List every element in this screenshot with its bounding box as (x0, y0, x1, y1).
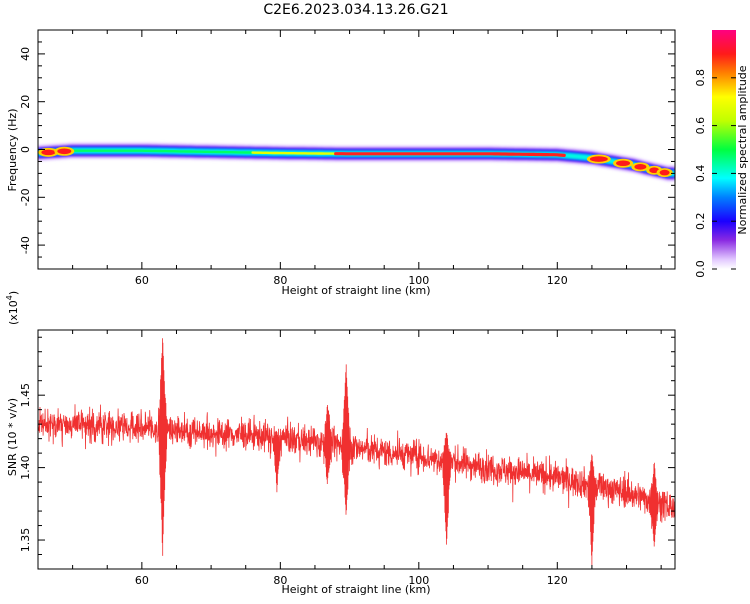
ridge-blob-1 (57, 148, 72, 155)
snr-series-line (38, 338, 675, 566)
colorbar: 0.0 0.2 0.4 0.6 0.8 Normalized spectral ampl… (694, 30, 749, 278)
figure-title: C2E6.2023.034.13.26.G21 (263, 2, 448, 18)
spectrogram-ytick-label: 20 (19, 95, 32, 109)
snr-scale-exponent: 4 (5, 295, 14, 300)
ridge-blob-2 (589, 156, 608, 162)
spectrogram-ticks: 60 80 100 120 -40 -20 0 20 40 (19, 29, 675, 287)
snr-ytick-label: 1.35 (19, 528, 32, 553)
ridge-core-2 (334, 152, 566, 157)
spectrogram-xtick-label: 120 (547, 274, 568, 287)
snr-ytick-label: 1.40 (19, 455, 32, 480)
snr-xtick-label: 100 (408, 574, 429, 587)
colorbar-label: Normalized spectral amplitude (736, 65, 749, 234)
spectrogram-xtick-label: 60 (135, 274, 149, 287)
ridge-core-0 (57, 149, 268, 155)
ridge-core-1 (251, 151, 337, 155)
colorbar-tick-label: 0.8 (694, 69, 707, 87)
spectrogram-panel: 60 80 100 120 -40 -20 0 20 40 Height of straight… (6, 29, 676, 297)
snr-scale-prefix: (x10 (7, 300, 20, 325)
spectrogram-ytick-label: 40 (19, 47, 32, 61)
snr-scale-close: ) (7, 291, 20, 295)
ridge-blob-4 (634, 164, 647, 170)
spectrogram-xtick-label: 80 (273, 274, 287, 287)
colorbar-ticks: 0.0 0.2 0.4 0.6 0.8 (694, 69, 736, 278)
snr-xtick-label: 80 (273, 574, 287, 587)
spectrogram-ytick-label: 0 (19, 146, 32, 153)
ridge-blob-6 (659, 169, 670, 176)
snr-xlabel: Height of straight line (km) (281, 583, 430, 596)
snr-xtick-label: 120 (547, 574, 568, 587)
snr-scale-label: (x104) (5, 291, 20, 325)
spectrogram-xtick-label: 100 (408, 274, 429, 287)
snr-frame (37, 329, 676, 570)
ridge-blob-5 (649, 167, 660, 174)
snr-ytick-label: 1.45 (19, 383, 32, 408)
spectrogram-xlabel: Height of straight line (km) (281, 284, 430, 297)
colorbar-tick-label: 0.2 (694, 212, 707, 230)
colorbar-tick-label: 0.6 (694, 117, 707, 135)
snr-xtick-label: 60 (135, 574, 149, 587)
colorbar-gradient (712, 30, 736, 269)
ridge-blob-0 (41, 149, 56, 156)
snr-ylabel: SNR (10 * v/v) (6, 398, 19, 476)
spectrogram-ytick-label: -20 (19, 188, 32, 206)
spectrogram-ylabel: Frequency (Hz) (6, 109, 19, 192)
ridge-blob-3 (616, 160, 631, 167)
snr-ticks: 60 80 100 120 1.35 1.40 1.45 (19, 330, 675, 587)
colorbar-tick-label: 0.4 (694, 165, 707, 183)
snr-panel: 60 80 100 120 1.35 1.40 1.45 Height of straigh… (5, 291, 676, 596)
svg-text:(x104): (x104) (5, 291, 20, 325)
spectral-ridge (38, 142, 675, 182)
spectrogram-ytick-label: -40 (19, 236, 32, 254)
colorbar-tick-label: 0.0 (694, 260, 707, 278)
